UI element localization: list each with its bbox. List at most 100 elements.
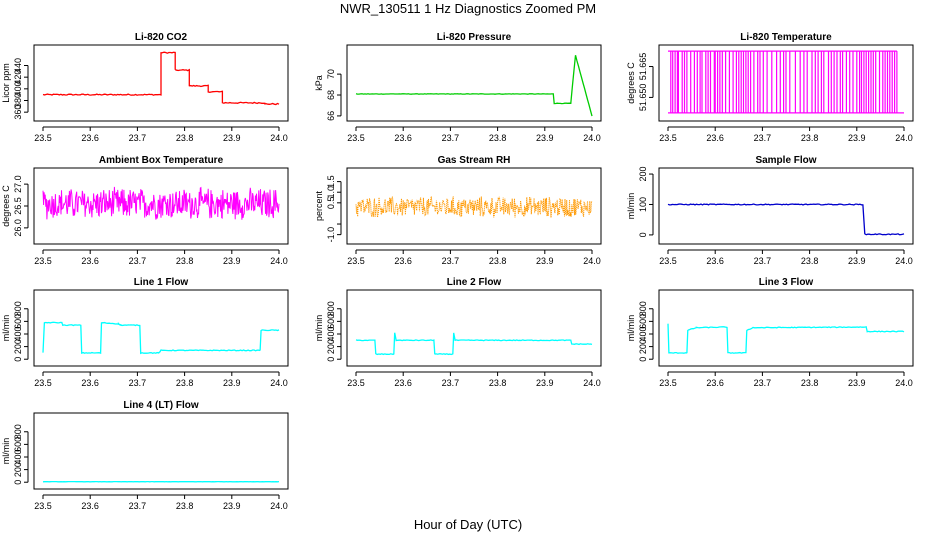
x-tick-label: 23.7 [129, 378, 147, 388]
panel-title: Line 1 Flow [134, 277, 189, 288]
y-tick-label: 0 [326, 357, 336, 362]
x-tick-label: 23.8 [176, 501, 194, 511]
x-tick-label: 23.7 [754, 378, 772, 388]
x-tick-label: 23.5 [34, 133, 52, 143]
x-tick-label: 23.8 [801, 256, 819, 266]
x-tick-label: 23.6 [81, 378, 99, 388]
y-tick-label: 200 [13, 339, 23, 354]
y-tick-label: 800 [13, 424, 23, 439]
plot-box [658, 289, 914, 367]
x-tick-label: 23.5 [659, 378, 677, 388]
x-tick-label: 23.7 [129, 501, 147, 511]
series [667, 323, 905, 354]
x-tick-label: 23.5 [347, 256, 365, 266]
x-tick-label: 23.9 [223, 256, 241, 266]
y-tick-label: 600 [13, 314, 23, 329]
x-tick-label: 24.0 [270, 133, 288, 143]
x-tick-label: 23.5 [347, 378, 365, 388]
x-tick-label: 23.7 [754, 256, 772, 266]
y-tick-label: 800 [326, 301, 336, 316]
series-line [42, 186, 280, 220]
x-tick-label: 23.6 [394, 133, 412, 143]
y-tick-label: 1.0 [326, 186, 336, 199]
panel-title: Line 4 (LT) Flow [123, 400, 199, 411]
y-tick-label: 0 [13, 357, 23, 362]
y-tick-label: 200 [638, 339, 648, 354]
y-tick-label: 0 [638, 357, 648, 362]
x-tick-label: 23.7 [129, 256, 147, 266]
y-tick-label: 400 [13, 449, 23, 464]
plot-box [658, 167, 914, 245]
series [42, 321, 280, 355]
x-tick-label: 23.9 [223, 378, 241, 388]
panel-title: Li-820 Temperature [740, 32, 832, 43]
y-tick-label: 26.0 [13, 219, 23, 237]
x-tick-label: 24.0 [583, 256, 601, 266]
y-tick-label: 440 [13, 58, 23, 73]
plot-box [346, 289, 602, 367]
y-axis-label: degrees C [626, 62, 636, 104]
y-tick-label: 400 [13, 326, 23, 341]
x-tick-label: 23.9 [848, 256, 866, 266]
y-tick-label: 800 [13, 301, 23, 316]
x-tick-label: 23.5 [34, 256, 52, 266]
panel-5 [649, 167, 914, 254]
series-spikes [668, 50, 904, 114]
x-tick-label: 23.8 [489, 256, 507, 266]
y-tick-label: 27.0 [13, 175, 23, 193]
x-tick-label: 23.9 [223, 501, 241, 511]
x-tick-label: 24.0 [895, 378, 913, 388]
y-tick-label: 360 [13, 105, 23, 120]
x-tick-label: 23.5 [659, 256, 677, 266]
panel-title: Gas Stream RH [438, 155, 511, 166]
panel-4 [337, 167, 602, 254]
y-axis-label: kPa [314, 75, 324, 91]
x-tick-label: 23.8 [801, 133, 819, 143]
x-tick-label: 23.7 [442, 133, 460, 143]
y-tick-label: 70 [326, 69, 336, 79]
x-tick-label: 23.6 [706, 378, 724, 388]
panel-title: Li-820 Pressure [437, 32, 512, 43]
plot-box [346, 44, 602, 122]
x-tick-label: 23.8 [176, 378, 194, 388]
panel-0 [24, 44, 289, 131]
panel-title: Sample Flow [755, 155, 816, 166]
series-line [42, 51, 280, 106]
x-tick-label: 24.0 [895, 133, 913, 143]
x-tick-label: 24.0 [583, 133, 601, 143]
plot-box [33, 44, 289, 122]
panel-1 [337, 44, 602, 131]
x-tick-label: 23.6 [81, 256, 99, 266]
figure-title: NWR_130511 1 Hz Diagnostics Zoomed PM [339, 1, 597, 16]
plot-box [33, 289, 289, 367]
x-tick-label: 24.0 [895, 256, 913, 266]
x-tick-label: 23.6 [81, 133, 99, 143]
y-tick-label: 1.5 [326, 175, 336, 188]
y-tick-label: 420 [13, 70, 23, 85]
y-tick-label: 66 [326, 111, 336, 121]
y-axis-label: degrees C [1, 185, 11, 227]
y-axis-label: Licor ppm [1, 63, 11, 103]
series [355, 332, 593, 356]
panel-9 [24, 412, 289, 499]
series [668, 50, 904, 114]
y-tick-label: 26.5 [13, 197, 23, 215]
x-tick-label: 23.6 [706, 133, 724, 143]
series [42, 186, 280, 220]
y-tick-label: 200 [13, 462, 23, 477]
y-tick-label: 200 [638, 167, 648, 182]
panel-7 [337, 289, 602, 376]
series [355, 196, 593, 218]
series-line [667, 323, 905, 354]
y-tick-label: 100 [638, 197, 648, 212]
x-tick-label: 23.6 [81, 501, 99, 511]
x-tick-label: 24.0 [270, 378, 288, 388]
y-tick-label: 400 [326, 326, 336, 341]
y-tick-label: 600 [13, 437, 23, 452]
y-tick-label: 200 [326, 339, 336, 354]
y-tick-label: 600 [326, 314, 336, 329]
y-axis-label: ml/min [1, 315, 11, 342]
y-axis-label: percent [314, 190, 324, 221]
